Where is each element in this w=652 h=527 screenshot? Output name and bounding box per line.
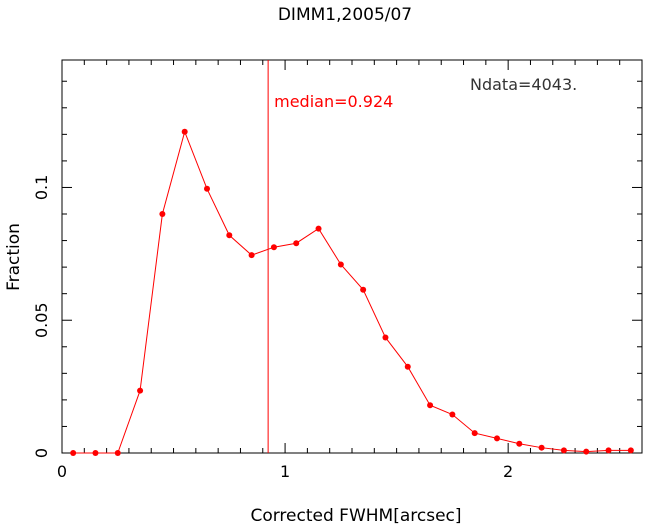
data-point	[471, 430, 478, 437]
data-point	[583, 448, 590, 455]
data-point	[159, 211, 166, 218]
data-point	[181, 128, 188, 135]
x-axis: 0 1 2	[57, 60, 643, 481]
plot-frame	[61, 59, 643, 454]
data-point	[70, 450, 77, 456]
data-point	[360, 286, 367, 293]
data-point	[494, 435, 500, 442]
y-axis-label: Fraction	[4, 223, 24, 291]
data-point	[293, 240, 300, 247]
x-tick-label: 1	[280, 462, 290, 481]
data-point	[204, 185, 210, 192]
data-point	[137, 387, 144, 394]
data-point	[427, 402, 434, 409]
data-point	[627, 447, 634, 454]
series-line	[73, 130, 631, 454]
median-label: median=0.924	[274, 92, 393, 111]
y-tick-label: 0.1	[32, 175, 51, 200]
x-tick-label: 0	[57, 462, 67, 481]
ndata-annotation: Ndata=4043.	[470, 75, 577, 94]
data-point	[270, 244, 277, 251]
y-tick-label: 0	[32, 448, 51, 458]
chart-title: DIMM1,2005/07	[278, 5, 412, 25]
data-point	[114, 450, 121, 456]
x-tick-label: 2	[503, 462, 513, 481]
data-point	[382, 334, 389, 341]
x-axis-label: Corrected FWHM[arcsec]	[250, 506, 461, 526]
data-point	[315, 225, 322, 232]
data-point	[337, 261, 344, 268]
data-point	[449, 411, 456, 418]
data-point	[605, 447, 612, 454]
y-axis: 0 0.05 0.1	[32, 80, 642, 458]
series-points	[70, 128, 634, 456]
data-point	[538, 444, 545, 451]
y-tick-label: 0.05	[32, 302, 51, 338]
data-point	[560, 447, 567, 454]
data-point	[404, 363, 411, 370]
data-point	[248, 252, 255, 259]
data-point	[226, 232, 233, 239]
data-point	[92, 450, 99, 456]
data-point	[516, 440, 523, 447]
